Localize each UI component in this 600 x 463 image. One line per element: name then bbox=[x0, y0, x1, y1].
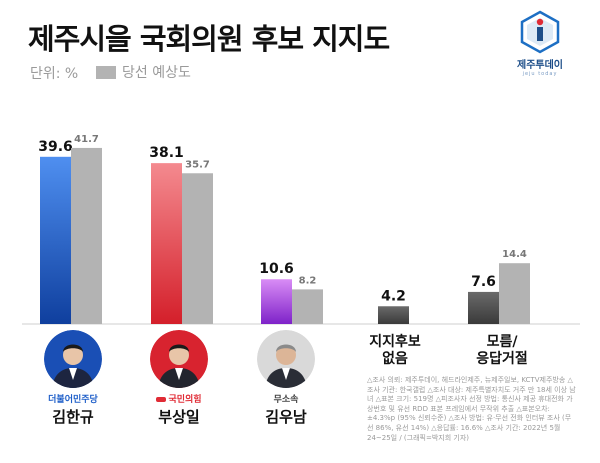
label-support-1: 39.6 bbox=[38, 139, 73, 155]
bar-forecast-1 bbox=[71, 147, 102, 324]
category-unknown-line2: 응답거절 bbox=[476, 351, 528, 367]
candidate-1: 더불어민주당 김한규 bbox=[21, 330, 125, 427]
candidate-3: 무소속 김우남 bbox=[234, 330, 338, 427]
label-forecast-1: 41.7 bbox=[74, 134, 99, 145]
survey-note: △조사 의뢰: 제주투데이, 헤드라인제주, 뉴제주일보, KCTV제주방송 △… bbox=[367, 376, 576, 442]
label-forecast-5: 14.4 bbox=[502, 249, 527, 260]
label-support-2: 38.1 bbox=[149, 145, 184, 161]
category-unknown: 모름/ 응답거절 bbox=[452, 334, 552, 368]
bar-forecast-2 bbox=[182, 173, 213, 324]
candidate-photo-1 bbox=[44, 330, 102, 388]
label-support-3: 10.6 bbox=[259, 261, 294, 277]
category-none-line1: 지지후보 bbox=[369, 334, 421, 350]
legend-label-forecast: 당선 예상도 bbox=[122, 65, 191, 81]
bar-support-3 bbox=[261, 279, 292, 324]
category-none-line2: 없음 bbox=[382, 351, 408, 367]
bar-support-1 bbox=[40, 156, 71, 324]
candidate-photo-2 bbox=[150, 330, 208, 388]
label-support-4: 4.2 bbox=[381, 288, 406, 304]
bar-support-4 bbox=[378, 306, 409, 324]
bar-support-5 bbox=[468, 291, 499, 324]
logo-sub: jeju today bbox=[522, 71, 558, 77]
unit-label: 단위: % bbox=[30, 66, 79, 82]
candidate-2: 국민의힘 부상일 bbox=[127, 330, 231, 427]
candidate-party-2-label: 국민의힘 bbox=[168, 395, 202, 405]
label-forecast-2: 35.7 bbox=[185, 159, 210, 170]
category-none: 지지후보 없음 bbox=[345, 334, 445, 368]
category-unknown-line1: 모름/ bbox=[486, 334, 518, 350]
candidate-party-2: 국민의힘 bbox=[127, 392, 231, 405]
bar-support-2 bbox=[151, 163, 182, 324]
legend: 당선 예상도 bbox=[96, 62, 191, 82]
chart-title: 제주시을 국회의원 후보 지지도 bbox=[28, 22, 390, 56]
candidate-party-3: 무소속 bbox=[273, 395, 299, 405]
bar-forecast-5 bbox=[499, 263, 530, 324]
logo: 제주투데이 jeju today bbox=[500, 10, 580, 77]
candidate-name-3: 김우남 bbox=[265, 408, 307, 426]
candidate-party-1: 더불어민주당 bbox=[48, 395, 98, 405]
logo-emblem-icon bbox=[518, 10, 562, 54]
logo-name: 제주투데이 bbox=[517, 60, 563, 71]
label-support-5: 7.6 bbox=[471, 274, 496, 290]
label-forecast-3: 8.2 bbox=[299, 275, 317, 286]
legend-swatch-forecast bbox=[96, 65, 116, 79]
bar-forecast-3 bbox=[292, 289, 323, 324]
candidate-photo-3 bbox=[257, 330, 315, 388]
candidate-name-1: 김한규 bbox=[52, 408, 94, 426]
candidate-name-2: 부상일 bbox=[158, 408, 200, 426]
